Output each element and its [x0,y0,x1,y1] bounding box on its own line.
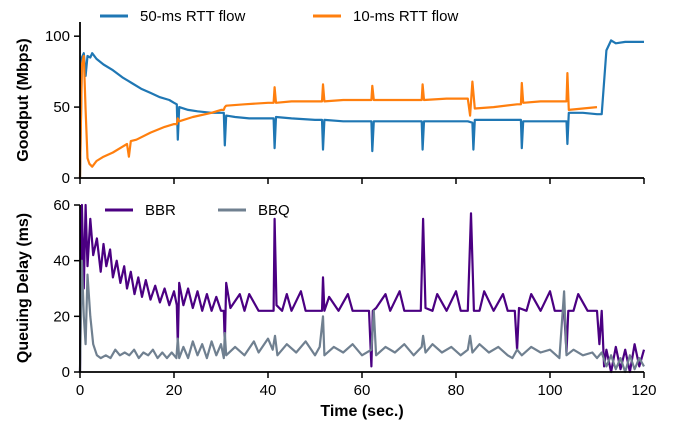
delay-y-tick-label-3: 60 [53,197,70,214]
goodput-legend-label-0: 50-ms RTT flow [140,8,245,25]
delay-x-tick-label-6: 120 [631,382,656,399]
delay-x-axis-title: Time (sec.) [320,403,403,420]
goodput-y-tick-label-2: 100 [45,28,70,45]
delay-x-tick-label-3: 60 [354,382,371,399]
delay-x-tick-label-4: 80 [448,382,465,399]
delay-y-tick-label-0: 0 [62,364,70,381]
delay-x-tick-label-5: 100 [537,382,562,399]
delay-y-tick-label-1: 20 [53,308,70,325]
delay-series-line-1 [78,259,645,374]
goodput-series-line-0 [78,39,644,179]
delay-y-axis-title: Queuing Delay (ms) [15,213,32,363]
delay-legend-label-0: BBR [145,202,176,219]
goodput-y-axis-title: Goodput (Mbps) [15,38,32,162]
goodput-legend-label-1: 10-ms RTT flow [353,8,458,25]
delay-x-tick-label-0: 0 [76,382,84,399]
goodput-y-tick-label-1: 50 [53,99,70,116]
goodput-y-tick-label-0: 0 [62,170,70,187]
delay-x-tick-label-2: 40 [260,382,277,399]
delay-series-line-0 [78,203,646,374]
goodput-series-line-1 [78,54,598,179]
delay-legend-label-1: BBQ [258,202,290,219]
delay-x-tick-label-1: 20 [166,382,183,399]
delay-y-tick-label-2: 40 [53,253,70,270]
